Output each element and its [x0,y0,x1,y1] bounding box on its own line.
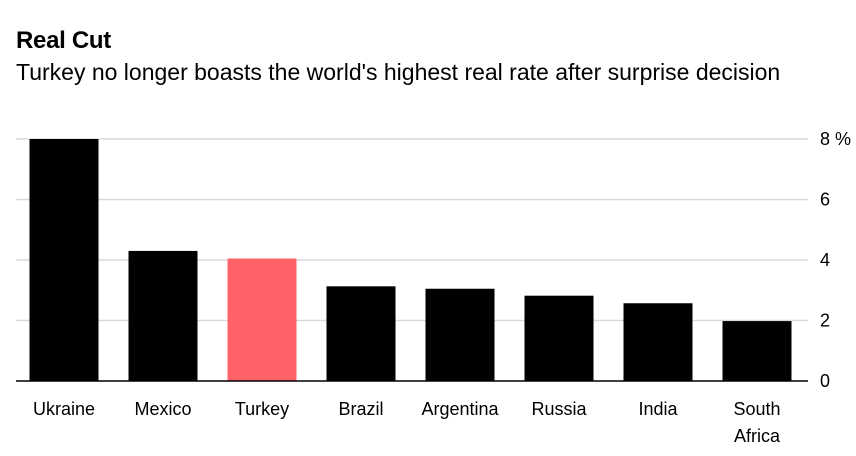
y-tick-label-0: 0 [820,371,830,391]
bar-india [623,303,693,381]
bar-russia [524,295,594,381]
bar-ukraine [29,139,99,381]
x-tick-label-line: South [733,399,780,419]
bar-south-africa [722,321,792,381]
x-tick-label-line: Russia [531,399,587,419]
chart-subtitle: Turkey no longer boasts the world's high… [16,59,781,85]
x-tick-label-russia: Russia [531,399,587,419]
x-tick-label-line: Brazil [338,399,383,419]
x-tick-label-line: India [638,399,678,419]
y-tick-label-8: 8 % [820,129,851,149]
x-tick-label-brazil: Brazil [338,399,383,419]
y-tick-label-2: 2 [820,311,830,331]
axes: 0 2 4 6 8 % [16,129,851,391]
x-tick-label-line: Africa [734,426,781,446]
chart-title: Real Cut [16,27,111,54]
x-tick-label-line: Mexico [134,399,191,419]
bars [29,139,792,381]
y-tick-label-4: 4 [820,250,830,270]
bar-brazil [326,286,396,381]
x-tick-label-argentina: Argentina [421,399,499,419]
bar-turkey [227,258,297,381]
x-tick-label-mexico: Mexico [134,399,191,419]
bar-mexico [128,250,198,381]
x-tick-label-line: Ukraine [33,399,95,419]
x-tick-label-south-africa: South Africa [733,399,781,446]
x-tick-label-turkey: Turkey [235,399,289,419]
bar-argentina [425,288,495,381]
x-tick-label-ukraine: Ukraine [33,399,95,419]
x-tick-label-line: Argentina [421,399,499,419]
y-tick-label-6: 6 [820,190,830,210]
x-tick-label-india: India [638,399,678,419]
x-tick-label-line: Turkey [235,399,289,419]
category-labels: Ukraine Mexico Turkey Brazil Argentina Russia… [33,399,781,446]
